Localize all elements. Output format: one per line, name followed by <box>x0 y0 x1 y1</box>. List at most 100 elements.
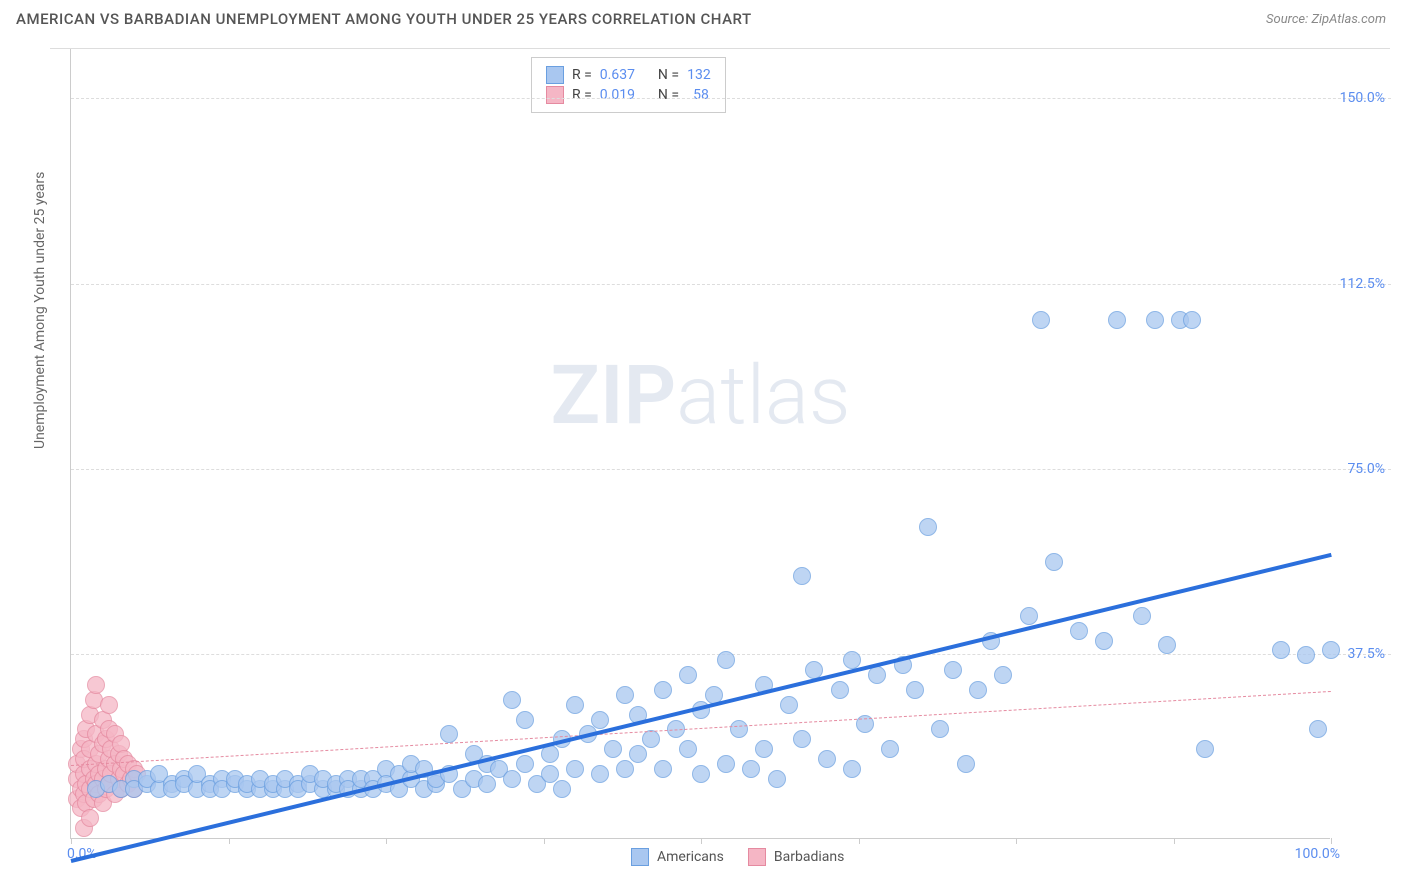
data-point-americans <box>516 711 534 729</box>
data-point-americans <box>553 780 571 798</box>
data-point-americans <box>931 720 949 738</box>
data-point-americans <box>843 760 861 778</box>
legend-item-barbadians: Barbadians <box>748 848 844 866</box>
data-point-americans <box>793 567 811 585</box>
data-point-americans <box>654 760 672 778</box>
data-point-americans <box>692 765 710 783</box>
r-label: R = <box>572 87 592 103</box>
data-point-americans <box>780 696 798 714</box>
data-point-americans <box>818 750 836 768</box>
data-point-americans <box>1032 311 1050 329</box>
x-tick <box>1174 838 1175 844</box>
data-point-americans <box>742 760 760 778</box>
data-point-americans <box>906 681 924 699</box>
watermark-light: atlas <box>676 348 850 444</box>
x-tick <box>544 838 545 844</box>
gridline-h <box>71 284 1391 285</box>
data-point-americans <box>1272 641 1290 659</box>
data-point-americans <box>881 740 899 758</box>
data-point-americans <box>1196 740 1214 758</box>
data-point-americans <box>541 765 559 783</box>
data-point-americans <box>919 518 937 536</box>
y-tick-label: 37.5% <box>1347 646 1385 662</box>
data-point-americans <box>1297 646 1315 664</box>
n-value-americans: 132 <box>687 67 711 83</box>
data-point-americans <box>1183 311 1201 329</box>
data-point-americans <box>1133 607 1151 625</box>
series-legend: Americans Barbadians <box>631 848 844 866</box>
y-tick-label: 75.0% <box>1347 461 1385 477</box>
r-value-barbadians: 0.019 <box>600 87 635 103</box>
data-point-americans <box>591 765 609 783</box>
data-point-americans <box>969 681 987 699</box>
data-point-americans <box>1322 641 1340 659</box>
r-value-americans: 0.637 <box>600 67 635 83</box>
y-tick-label: 112.5% <box>1340 276 1385 292</box>
data-point-americans <box>1070 622 1088 640</box>
data-point-americans <box>566 696 584 714</box>
swatch-americans-bottom <box>631 848 649 866</box>
data-point-americans <box>957 755 975 773</box>
data-point-americans <box>717 651 735 669</box>
data-point-americans <box>1158 636 1176 654</box>
swatch-barbadians-bottom <box>748 848 766 866</box>
chart-header: AMERICAN VS BARBADIAN UNEMPLOYMENT AMONG… <box>0 0 1406 34</box>
data-point-americans <box>503 691 521 709</box>
data-point-barbadians <box>87 676 105 694</box>
data-point-americans <box>679 666 697 684</box>
y-axis-label: Unemployment Among Youth under 25 years <box>32 172 48 449</box>
data-point-americans <box>503 770 521 788</box>
data-point-americans <box>516 755 534 773</box>
swatch-americans <box>546 66 564 84</box>
source-prefix: Source: <box>1266 12 1311 27</box>
data-point-americans <box>793 730 811 748</box>
data-point-americans <box>944 661 962 679</box>
watermark-bold: ZIP <box>550 348 676 444</box>
data-point-americans <box>679 740 697 758</box>
data-point-barbadians <box>100 696 118 714</box>
correlation-legend: R = 0.637 N = 132 R = 0.019 N = 58 <box>531 57 726 113</box>
data-point-americans <box>1309 720 1327 738</box>
chart-title: AMERICAN VS BARBADIAN UNEMPLOYMENT AMONG… <box>16 10 752 28</box>
legend-label-americans: Americans <box>657 849 724 865</box>
x-axis-max-label: 100.0% <box>1295 846 1340 862</box>
data-point-americans <box>642 730 660 748</box>
x-tick <box>859 838 860 844</box>
trendline-americans <box>71 553 1332 863</box>
data-point-americans <box>591 711 609 729</box>
data-point-americans <box>1108 311 1126 329</box>
data-point-americans <box>868 666 886 684</box>
data-point-americans <box>629 745 647 763</box>
x-tick <box>701 838 702 844</box>
data-point-americans <box>616 686 634 704</box>
data-point-americans <box>994 666 1012 684</box>
plot-region: ZIPatlas R = 0.637 N = 132 R = 0.019 N =… <box>70 49 1330 839</box>
x-tick <box>229 838 230 844</box>
data-point-americans <box>755 740 773 758</box>
chart-area: Unemployment Among Youth under 25 years … <box>50 48 1390 838</box>
data-point-americans <box>1095 632 1113 650</box>
x-tick <box>1331 838 1332 844</box>
data-point-americans <box>616 760 634 778</box>
data-point-americans <box>478 775 496 793</box>
r-label: R = <box>572 67 592 83</box>
x-tick <box>71 838 72 844</box>
swatch-barbadians <box>546 86 564 104</box>
data-point-americans <box>1146 311 1164 329</box>
x-tick <box>1016 838 1017 844</box>
data-point-americans <box>440 725 458 743</box>
legend-row-barbadians: R = 0.019 N = 58 <box>546 86 711 104</box>
data-point-americans <box>566 760 584 778</box>
watermark: ZIPatlas <box>550 348 850 444</box>
n-value-barbadians: 58 <box>687 87 709 103</box>
y-tick-label: 150.0% <box>1340 90 1385 106</box>
data-point-americans <box>831 681 849 699</box>
n-label: N = <box>658 67 679 83</box>
legend-label-barbadians: Barbadians <box>774 849 844 865</box>
legend-item-americans: Americans <box>631 848 724 866</box>
gridline-h <box>71 98 1391 99</box>
x-tick <box>386 838 387 844</box>
data-point-americans <box>654 681 672 699</box>
legend-row-americans: R = 0.637 N = 132 <box>546 66 711 84</box>
data-point-americans <box>604 740 622 758</box>
